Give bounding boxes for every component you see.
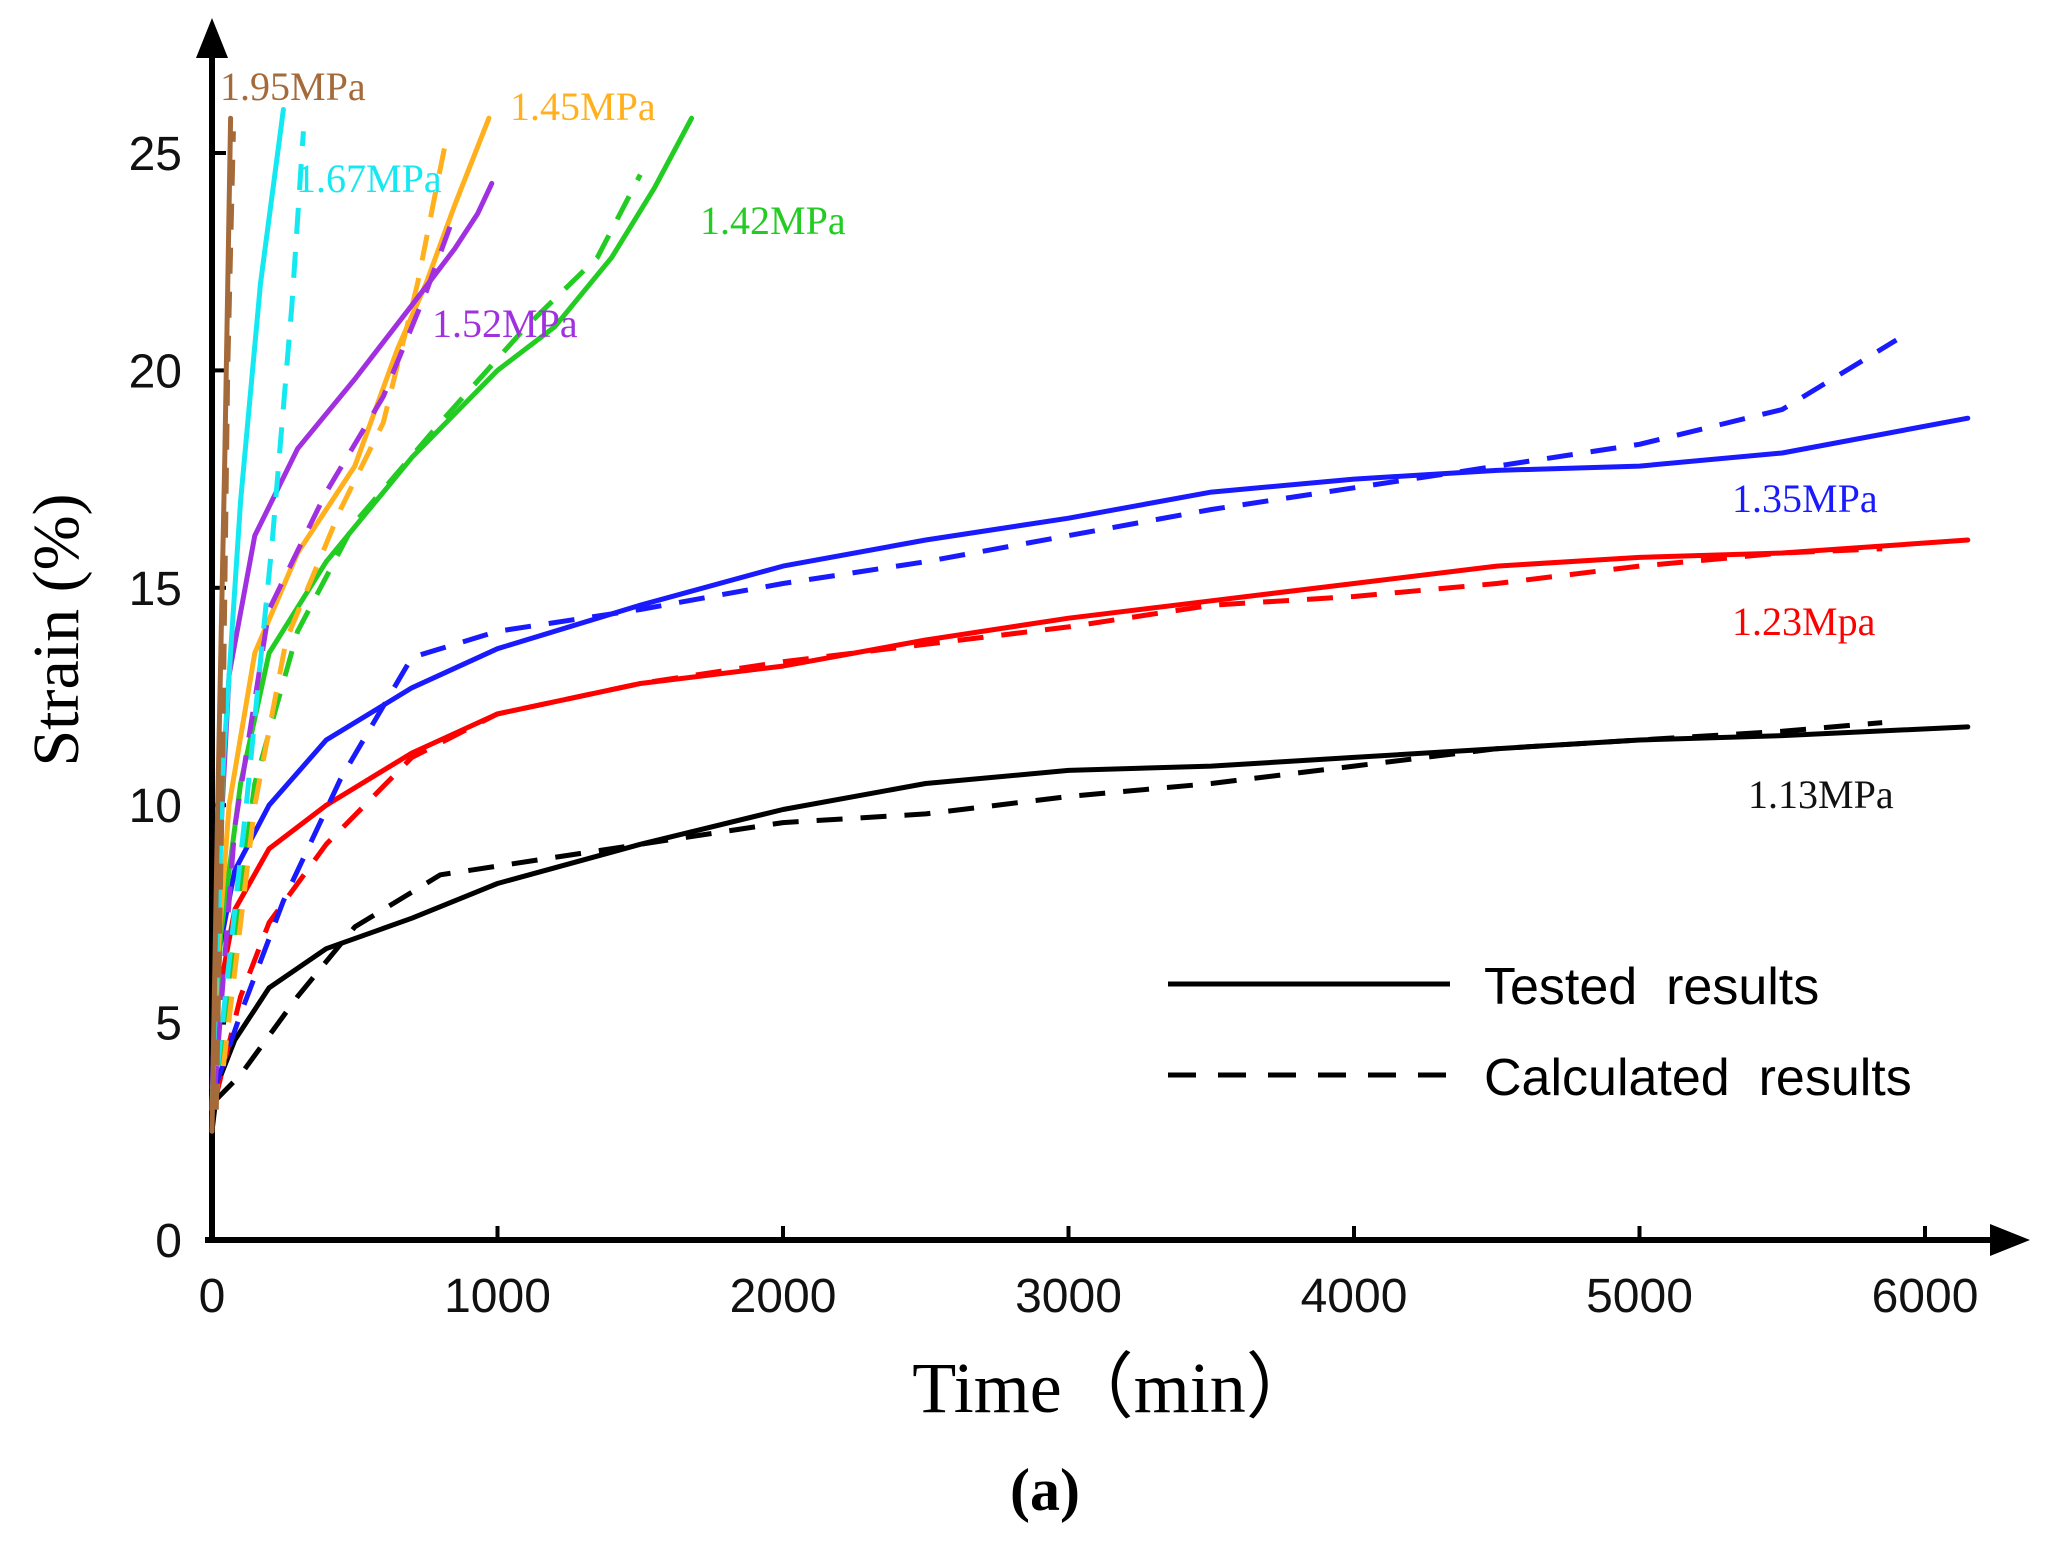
y-tick-label: 5 bbox=[155, 998, 182, 1051]
legend-calculated-label: Calculated results bbox=[1484, 1049, 1912, 1107]
y-axis-title: Strain (%) bbox=[20, 493, 93, 766]
calculated-line-1.35mpa bbox=[212, 337, 1898, 1089]
x-axis-title: Time（min） bbox=[912, 1348, 1317, 1428]
label-1.42MPa: 1.42MPa bbox=[700, 198, 846, 243]
panel-label: (a) bbox=[1010, 1457, 1080, 1523]
y-tick-label: 15 bbox=[129, 563, 182, 616]
calculated-line-1.45mpa bbox=[220, 139, 449, 1067]
tested-line-1.13mpa bbox=[209, 724, 1971, 1134]
x-tick-label: 5000 bbox=[1586, 1270, 1693, 1323]
x-axis-arrow bbox=[1990, 1224, 2030, 1256]
tested-line-1.23mpa bbox=[209, 537, 1971, 1113]
x-tick-label: 3000 bbox=[1015, 1270, 1122, 1323]
series-lines bbox=[209, 107, 1971, 1134]
calculated-line-1.23mpa bbox=[212, 546, 1883, 1102]
x-tick-label: 4000 bbox=[1301, 1270, 1408, 1323]
label-1.67MPa: 1.67MPa bbox=[296, 156, 442, 201]
label-1.13MPa: 1.13MPa bbox=[1748, 772, 1894, 817]
x-tick-label: 1000 bbox=[444, 1270, 551, 1323]
y-axis-arrow bbox=[196, 18, 228, 58]
y-ticks: 0 5 10 15 20 25 bbox=[129, 128, 226, 1268]
legend-tested-label: Tested results bbox=[1484, 958, 1819, 1016]
tested-line-1.42mpa bbox=[209, 115, 695, 1113]
label-1.23Mpa: 1.23Mpa bbox=[1732, 599, 1876, 644]
y-tick-label: 25 bbox=[129, 128, 182, 181]
tested-line-1.45mpa bbox=[209, 115, 492, 1113]
tested-line-1.95mpa bbox=[209, 115, 234, 1134]
calculated-line-1.52mpa bbox=[212, 213, 458, 1088]
tested-line-1.35mpa bbox=[209, 415, 1971, 1091]
calculated-line-1.42mpa bbox=[212, 173, 643, 1110]
y-tick-label: 10 bbox=[129, 780, 182, 833]
calculated-line-1.13mpa bbox=[213, 720, 1883, 1103]
legend: Tested results Calculated results bbox=[1168, 958, 1912, 1107]
x-tick-label: 2000 bbox=[730, 1270, 837, 1323]
y-tick-label: 0 bbox=[155, 1215, 182, 1268]
x-ticks: 0 1000 2000 3000 4000 5000 6000 bbox=[199, 1226, 1979, 1323]
label-1.35MPa: 1.35MPa bbox=[1732, 476, 1878, 521]
label-1.52MPa: 1.52MPa bbox=[432, 301, 578, 346]
x-tick-label: 0 bbox=[199, 1270, 226, 1323]
label-1.45MPa: 1.45MPa bbox=[510, 84, 656, 129]
x-tick-label: 6000 bbox=[1872, 1270, 1979, 1323]
y-tick-label: 20 bbox=[129, 345, 182, 398]
label-1.95MPa: 1.95MPa bbox=[220, 64, 366, 109]
